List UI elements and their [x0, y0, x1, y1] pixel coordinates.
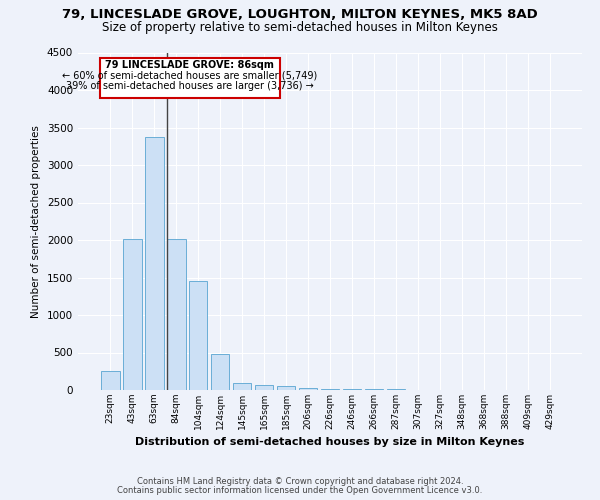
- Bar: [123, 238, 142, 390]
- Bar: [365, 389, 383, 390]
- Bar: [233, 382, 251, 390]
- X-axis label: Distribution of semi-detached houses by size in Milton Keynes: Distribution of semi-detached houses by …: [136, 438, 524, 448]
- Bar: [320, 388, 340, 390]
- Text: 39% of semi-detached houses are larger (3,736) →: 39% of semi-detached houses are larger (…: [66, 81, 314, 91]
- Bar: [101, 371, 119, 390]
- Bar: [211, 354, 229, 390]
- Bar: [277, 386, 295, 390]
- Bar: [255, 385, 274, 390]
- Text: ← 60% of semi-detached houses are smaller (5,749): ← 60% of semi-detached houses are smalle…: [62, 71, 317, 81]
- Text: 79 LINCESLADE GROVE: 86sqm: 79 LINCESLADE GROVE: 86sqm: [106, 60, 274, 70]
- Bar: [299, 388, 317, 390]
- Bar: [189, 280, 208, 390]
- Text: Size of property relative to semi-detached houses in Milton Keynes: Size of property relative to semi-detach…: [102, 21, 498, 34]
- Bar: [167, 238, 185, 390]
- Text: 79, LINCESLADE GROVE, LOUGHTON, MILTON KEYNES, MK5 8AD: 79, LINCESLADE GROVE, LOUGHTON, MILTON K…: [62, 8, 538, 20]
- Text: Contains public sector information licensed under the Open Government Licence v3: Contains public sector information licen…: [118, 486, 482, 495]
- Text: Contains HM Land Registry data © Crown copyright and database right 2024.: Contains HM Land Registry data © Crown c…: [137, 477, 463, 486]
- Bar: [145, 137, 164, 390]
- Y-axis label: Number of semi-detached properties: Number of semi-detached properties: [31, 125, 41, 318]
- Bar: [343, 389, 361, 390]
- Bar: [100, 58, 280, 98]
